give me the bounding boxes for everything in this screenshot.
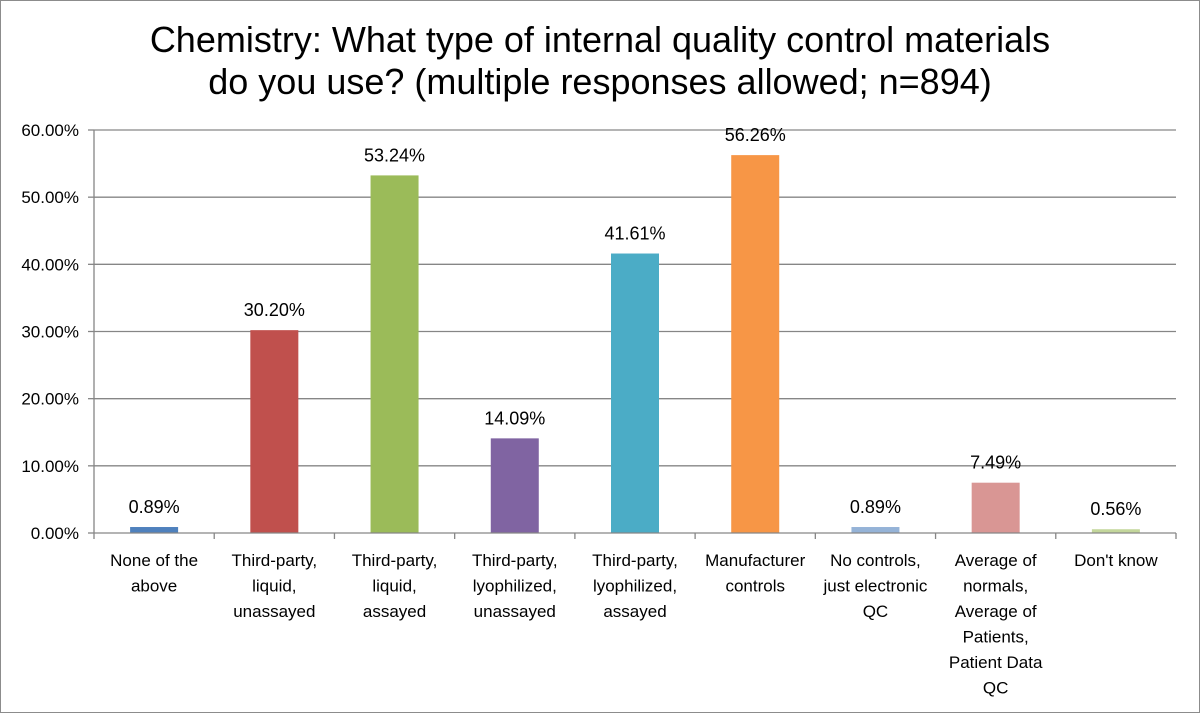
bar bbox=[1091, 529, 1140, 533]
x-category-label: Don't know bbox=[1074, 551, 1158, 570]
x-category-label: lyophilized, bbox=[473, 577, 557, 596]
x-category-label: Patients, bbox=[963, 628, 1029, 647]
x-category-label: assayed bbox=[363, 602, 426, 621]
bar bbox=[971, 482, 1020, 533]
x-category-label: Average of bbox=[955, 602, 1037, 621]
x-category-label: assayed bbox=[603, 602, 666, 621]
x-category-label: Third-party, bbox=[232, 551, 318, 570]
x-category-label: unassayed bbox=[474, 602, 556, 621]
chart-title: Chemistry: What type of internal quality… bbox=[150, 19, 1050, 102]
x-category-label: Manufacturer bbox=[705, 551, 805, 570]
y-tick-label: 0.00% bbox=[31, 524, 79, 543]
y-tick-label: 10.00% bbox=[21, 457, 79, 476]
bar bbox=[731, 155, 780, 533]
x-category-label: liquid, bbox=[252, 577, 296, 596]
x-category-label: controls bbox=[725, 577, 785, 596]
data-label: 7.49% bbox=[970, 453, 1021, 473]
y-tick-label: 60.00% bbox=[21, 121, 79, 140]
x-category-label: Patient Data bbox=[949, 653, 1043, 672]
data-label: 30.20% bbox=[244, 300, 305, 320]
data-label: 0.89% bbox=[129, 497, 180, 517]
x-category-label: lyophilized, bbox=[593, 577, 677, 596]
x-category-label: above bbox=[131, 577, 177, 596]
bar bbox=[370, 175, 419, 533]
x-category-label: QC bbox=[983, 679, 1009, 698]
x-category-label: Third-party, bbox=[592, 551, 678, 570]
y-tick-label: 30.00% bbox=[21, 323, 79, 342]
bar bbox=[611, 253, 659, 533]
x-axis: None of the above Third-party, liquid, unass… bbox=[93, 532, 1177, 698]
data-labels: 0.89% 30.20% 53.24% 14.09% 41.61% 56.26% 0.89%… bbox=[129, 125, 1142, 519]
y-tick-label: 20.00% bbox=[21, 390, 79, 409]
x-category-label: Third-party, bbox=[352, 551, 438, 570]
data-label: 53.24% bbox=[364, 145, 425, 165]
x-category-label: Third-party, bbox=[472, 551, 558, 570]
data-label: 41.61% bbox=[604, 224, 665, 244]
data-label: 14.09% bbox=[484, 408, 545, 428]
bar bbox=[130, 527, 179, 533]
chart-title-line: Chemistry: What type of internal quality… bbox=[150, 19, 1050, 60]
x-category-label: QC bbox=[863, 602, 889, 621]
data-label: 56.26% bbox=[725, 125, 786, 145]
bar bbox=[250, 330, 299, 533]
y-axis: 0.00% 10.00% 20.00% 30.00% 40.00% 50.00% 60.00… bbox=[21, 121, 95, 543]
bar bbox=[490, 438, 539, 533]
y-tick-label: 40.00% bbox=[21, 255, 79, 274]
x-category-label: Average of bbox=[955, 551, 1037, 570]
x-category-label: No controls, bbox=[830, 551, 921, 570]
y-tick-label: 50.00% bbox=[21, 188, 79, 207]
data-label: 0.56% bbox=[1090, 499, 1141, 519]
x-category-label: liquid, bbox=[372, 577, 416, 596]
x-category-label: None of the bbox=[110, 551, 198, 570]
bars bbox=[130, 155, 1140, 533]
data-label: 0.89% bbox=[850, 497, 901, 517]
chart-title-line: do you use? (multiple responses allowed;… bbox=[208, 61, 991, 102]
x-category-label: unassayed bbox=[233, 602, 315, 621]
bar bbox=[851, 527, 900, 533]
x-category-label: just electronic bbox=[822, 577, 927, 596]
x-category-label: normals, bbox=[963, 577, 1028, 596]
